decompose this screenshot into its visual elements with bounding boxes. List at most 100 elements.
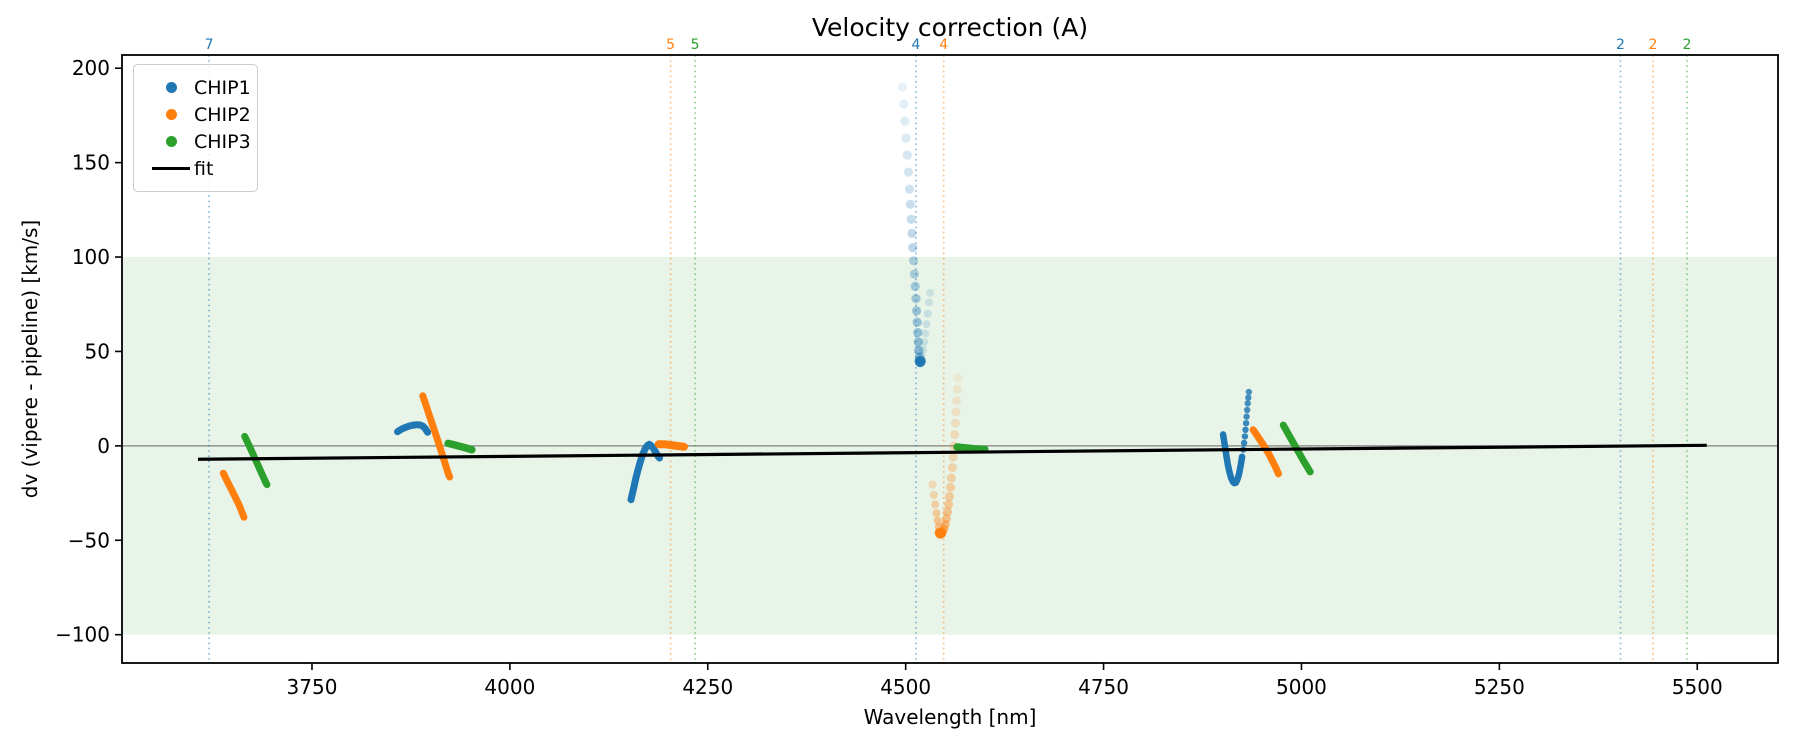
scatter-point-chip2 — [950, 430, 960, 439]
scatter-point-chip1 — [922, 320, 931, 329]
legend-dot-swatch — [165, 109, 177, 120]
vline-count-label: 2 — [1683, 37, 1692, 53]
scatter-point-chip2 — [948, 452, 958, 462]
x-tick-label: 5250 — [1474, 675, 1525, 699]
x-tick-label: 4500 — [880, 675, 931, 699]
scatter-point-chip1 — [907, 228, 917, 238]
legend-label: CHIP3 — [194, 130, 251, 153]
legend-label: CHIP1 — [194, 76, 251, 99]
axes-spines — [121, 54, 1779, 664]
scatter-point-chip1 — [905, 184, 915, 194]
scatter-point-chip1 — [1241, 433, 1249, 440]
scatter-point-chip1 — [913, 328, 923, 338]
scatter-point-chip2 — [943, 507, 952, 517]
y-tick-label: −100 — [55, 623, 110, 647]
scatter-point-chip1 — [926, 288, 935, 297]
y-tick-label: 50 — [85, 339, 110, 363]
scatter-point-chip1 — [906, 214, 916, 224]
fit-line-icon — [148, 167, 194, 170]
scatter-point-chip2 — [952, 384, 962, 394]
scatter-point-chip1 — [1242, 426, 1249, 433]
x-tick-label: 5000 — [1276, 675, 1327, 699]
scatter-point-chip1 — [913, 337, 923, 347]
scatter-point-chip1 — [915, 356, 926, 367]
scatter-point-chip1 — [1242, 420, 1250, 427]
vline-count-label: 2 — [1648, 37, 1657, 53]
legend-label: CHIP2 — [194, 103, 251, 126]
scatter-point-chip2 — [940, 519, 950, 529]
legend-dot-swatch — [165, 82, 177, 93]
scatter-point-chip2 — [951, 407, 961, 417]
legend-item-chip2: CHIP2 — [148, 101, 251, 128]
scatter-point-chip2 — [933, 516, 942, 525]
scatter-cluster-chip1 — [627, 440, 663, 504]
y-tick-label: 150 — [72, 151, 110, 175]
scatter-point-chip1 — [903, 167, 914, 177]
legend-label: fit — [194, 157, 214, 180]
scatter-point-chip2 — [950, 418, 960, 428]
scatter-cluster-chip3 — [444, 439, 476, 454]
scatter-point-chip1 — [908, 243, 918, 253]
scatter-point-chip2 — [952, 396, 962, 405]
scatter-point-chip1 — [897, 82, 908, 92]
scatter-cluster-chip2 — [219, 469, 248, 521]
y-axis-label: dv (vipere - pipeline) [km/s] — [18, 219, 42, 499]
x-tick-label: 5500 — [1672, 675, 1723, 699]
scatter-point-chip1 — [909, 269, 920, 279]
scatter-point-chip1 — [900, 116, 910, 126]
scatter-point-chip1 — [901, 133, 911, 143]
scatter-point-chip2 — [928, 480, 937, 489]
legend-dot-swatch — [165, 136, 177, 147]
scatter-point-chip2 — [934, 527, 945, 538]
scatter-cluster-chip2 — [1249, 426, 1282, 478]
dot-marker-icon — [148, 136, 194, 147]
scatter-point-chip1 — [902, 150, 912, 160]
fit-line — [197, 443, 1707, 461]
dot-marker-icon — [148, 109, 194, 120]
scatter-point-chip1 — [1244, 400, 1251, 407]
y-tick-label: 200 — [72, 56, 110, 80]
chart-title: Velocity correction (A) — [811, 13, 1089, 42]
scatter-point-chip1 — [1244, 406, 1251, 414]
scatter-point-chip1 — [1243, 413, 1250, 420]
vline-count-label: 5 — [666, 37, 675, 53]
scatter-point-chip2 — [941, 514, 951, 524]
scatter-point-chip1 — [912, 317, 922, 327]
scatter-cluster-chip1 — [394, 421, 432, 436]
scatter-point-chip2 — [929, 491, 938, 499]
scatter-point-chip2 — [931, 500, 940, 509]
legend-item-chip1: CHIP1 — [148, 74, 251, 101]
scatter-point-chip2 — [953, 373, 963, 383]
x-axis-label: Wavelength [nm] — [863, 705, 1037, 729]
vline-count-label: 4 — [912, 37, 921, 53]
scatter-point-chip1 — [899, 99, 909, 109]
scatter-point-chip2 — [945, 492, 954, 501]
scatter-point-chip1 — [905, 199, 916, 209]
scatter-point-chip2 — [946, 482, 955, 492]
scatter-cluster-chip2 — [654, 440, 688, 451]
scatter-cluster-chip1 — [1219, 431, 1246, 487]
legend: CHIP1 CHIP2 CHIP3 fit — [133, 64, 258, 192]
vline-count-label: 7 — [205, 37, 214, 53]
scatter-point-chip1 — [925, 298, 933, 307]
vline-count-label: 2 — [1616, 37, 1625, 53]
x-tick-label: 4250 — [682, 675, 733, 699]
scatter-point-chip1 — [921, 329, 930, 338]
x-tick-label: 3750 — [287, 675, 338, 699]
scatter-cluster-chip3 — [953, 443, 989, 454]
y-tick-label: −50 — [68, 528, 110, 552]
scatter-point-chip1 — [914, 345, 924, 356]
scatter-point-chip2 — [946, 473, 956, 483]
scatter-cluster-chip3 — [241, 432, 271, 489]
scatter-point-chip1 — [1245, 388, 1253, 396]
scatter-point-chip1 — [920, 338, 929, 346]
y-tick-label: 0 — [97, 434, 110, 458]
scatter-point-chip1 — [917, 352, 926, 361]
x-tick-label: 4000 — [484, 675, 535, 699]
scatter-point-chip2 — [947, 463, 957, 473]
legend-item-fit: fit — [148, 155, 245, 182]
scatter-point-chip1 — [910, 281, 920, 291]
scatter-point-chip1 — [1245, 394, 1252, 401]
